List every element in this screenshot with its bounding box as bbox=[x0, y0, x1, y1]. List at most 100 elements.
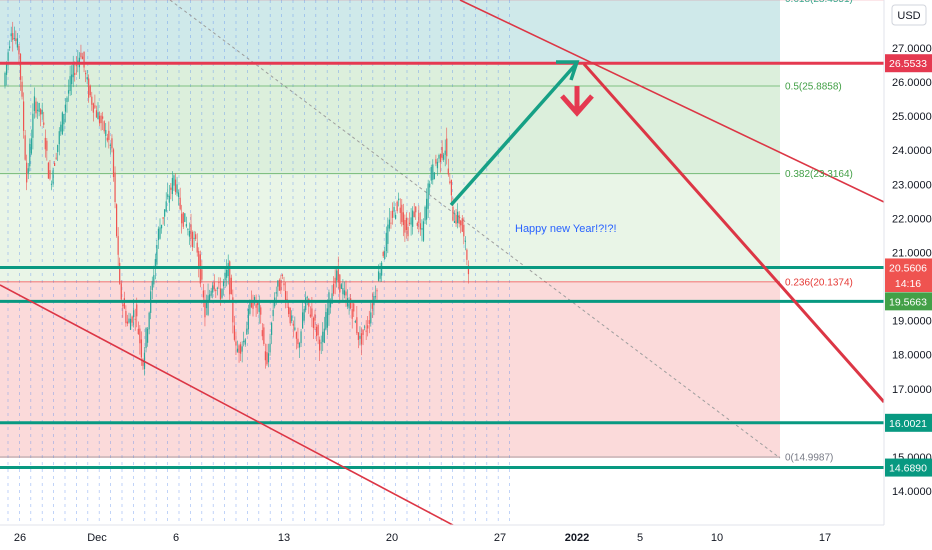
candle-body bbox=[38, 102, 40, 112]
candle-body bbox=[399, 207, 401, 213]
candle-body bbox=[331, 293, 333, 304]
candle-body bbox=[277, 280, 279, 287]
candle-body bbox=[429, 183, 431, 188]
candle-body bbox=[148, 312, 150, 330]
candle-body bbox=[18, 45, 20, 55]
candle-body bbox=[257, 301, 259, 306]
candle-body bbox=[311, 308, 313, 317]
candle-body bbox=[401, 204, 403, 223]
candle-body bbox=[52, 170, 54, 184]
candle-body bbox=[365, 330, 367, 332]
candle-body bbox=[10, 33, 12, 37]
candle-body bbox=[105, 130, 107, 137]
candle-body bbox=[467, 265, 470, 275]
candle-body bbox=[249, 301, 251, 314]
candle-body bbox=[9, 46, 11, 49]
candle-body bbox=[360, 333, 363, 345]
candle-body bbox=[29, 143, 31, 167]
candle-body bbox=[204, 299, 206, 318]
trendlines bbox=[0, 0, 886, 550]
candle-body bbox=[269, 343, 271, 353]
candle-body bbox=[97, 112, 99, 120]
candle-body bbox=[439, 154, 442, 163]
candle-body bbox=[40, 109, 42, 115]
candle-body bbox=[345, 291, 347, 296]
candle-body bbox=[156, 245, 158, 265]
candle-body bbox=[272, 310, 274, 317]
candle-body bbox=[176, 184, 178, 194]
candle-body bbox=[412, 210, 414, 227]
arrow-up-line bbox=[449, 61, 579, 207]
currency-button[interactable] bbox=[891, 4, 927, 26]
candle-body bbox=[435, 159, 437, 164]
candle-body bbox=[387, 224, 389, 244]
candle-body bbox=[289, 307, 291, 324]
candle-body bbox=[227, 263, 229, 277]
candle-body bbox=[374, 296, 377, 298]
candle-body bbox=[147, 328, 149, 343]
candle-body bbox=[133, 310, 135, 318]
candle-body bbox=[5, 62, 8, 75]
candle-body bbox=[426, 198, 428, 220]
candle-body bbox=[168, 195, 170, 203]
y-tick-label: 25.0000 bbox=[892, 111, 932, 123]
candle-body bbox=[67, 90, 70, 94]
candle-body bbox=[250, 300, 253, 308]
candle-body bbox=[165, 201, 167, 212]
candle-body bbox=[319, 339, 321, 351]
x-tick-label: 13 bbox=[278, 532, 290, 544]
candle-body bbox=[306, 296, 308, 298]
candle-body bbox=[88, 78, 90, 98]
price-tag-box bbox=[885, 458, 932, 477]
candle-body bbox=[418, 212, 420, 224]
candle-body bbox=[98, 115, 101, 124]
y-tick-label: 21.0000 bbox=[892, 247, 932, 259]
candle-body bbox=[7, 52, 9, 61]
candle-body bbox=[32, 113, 34, 138]
candle-body bbox=[66, 97, 68, 103]
candle-body bbox=[396, 201, 398, 212]
candle-body bbox=[368, 320, 370, 324]
annotation-text: Happy new Year!?!?! bbox=[515, 223, 617, 235]
x-tick-label: 20 bbox=[386, 532, 398, 544]
candle-body bbox=[288, 306, 290, 315]
trendline-upper-channel bbox=[459, 0, 885, 203]
candle-body bbox=[457, 211, 459, 224]
candle-body bbox=[325, 311, 327, 330]
candle-body bbox=[129, 318, 132, 330]
candle-body bbox=[354, 321, 356, 323]
candle-body bbox=[86, 77, 88, 80]
candle-body bbox=[19, 53, 22, 80]
candle-body bbox=[340, 284, 342, 289]
candle-body bbox=[126, 321, 129, 324]
candle-body bbox=[292, 323, 294, 326]
candle-body bbox=[339, 274, 341, 293]
price-axis: 27.0000 26.0000 25.0000 24.0000 23.0000 22.00… bbox=[883, 0, 932, 550]
candle-body bbox=[381, 262, 383, 276]
time-axis-bg bbox=[0, 525, 884, 550]
candle-body bbox=[329, 300, 332, 308]
candle-body bbox=[337, 267, 339, 282]
candle-body bbox=[224, 272, 226, 281]
candle-body bbox=[123, 298, 125, 309]
candle-body bbox=[137, 328, 139, 335]
candle-body bbox=[64, 104, 67, 112]
candle-body bbox=[94, 105, 96, 108]
candle-body bbox=[407, 227, 409, 237]
candle-body bbox=[116, 204, 118, 237]
candle-body bbox=[421, 228, 423, 230]
currency-label[interactable]: USD bbox=[897, 10, 920, 22]
candle-body bbox=[348, 303, 350, 309]
candle-body bbox=[91, 96, 93, 105]
candle-body bbox=[385, 232, 387, 252]
candle-body bbox=[241, 346, 243, 352]
candles bbox=[4, 21, 470, 376]
candle-body bbox=[244, 339, 246, 345]
candle-body bbox=[283, 283, 285, 286]
candle-body bbox=[413, 211, 415, 218]
candle-body bbox=[233, 325, 235, 340]
candle-body bbox=[235, 341, 237, 346]
candle-body bbox=[405, 217, 408, 231]
candle-body bbox=[136, 304, 138, 317]
